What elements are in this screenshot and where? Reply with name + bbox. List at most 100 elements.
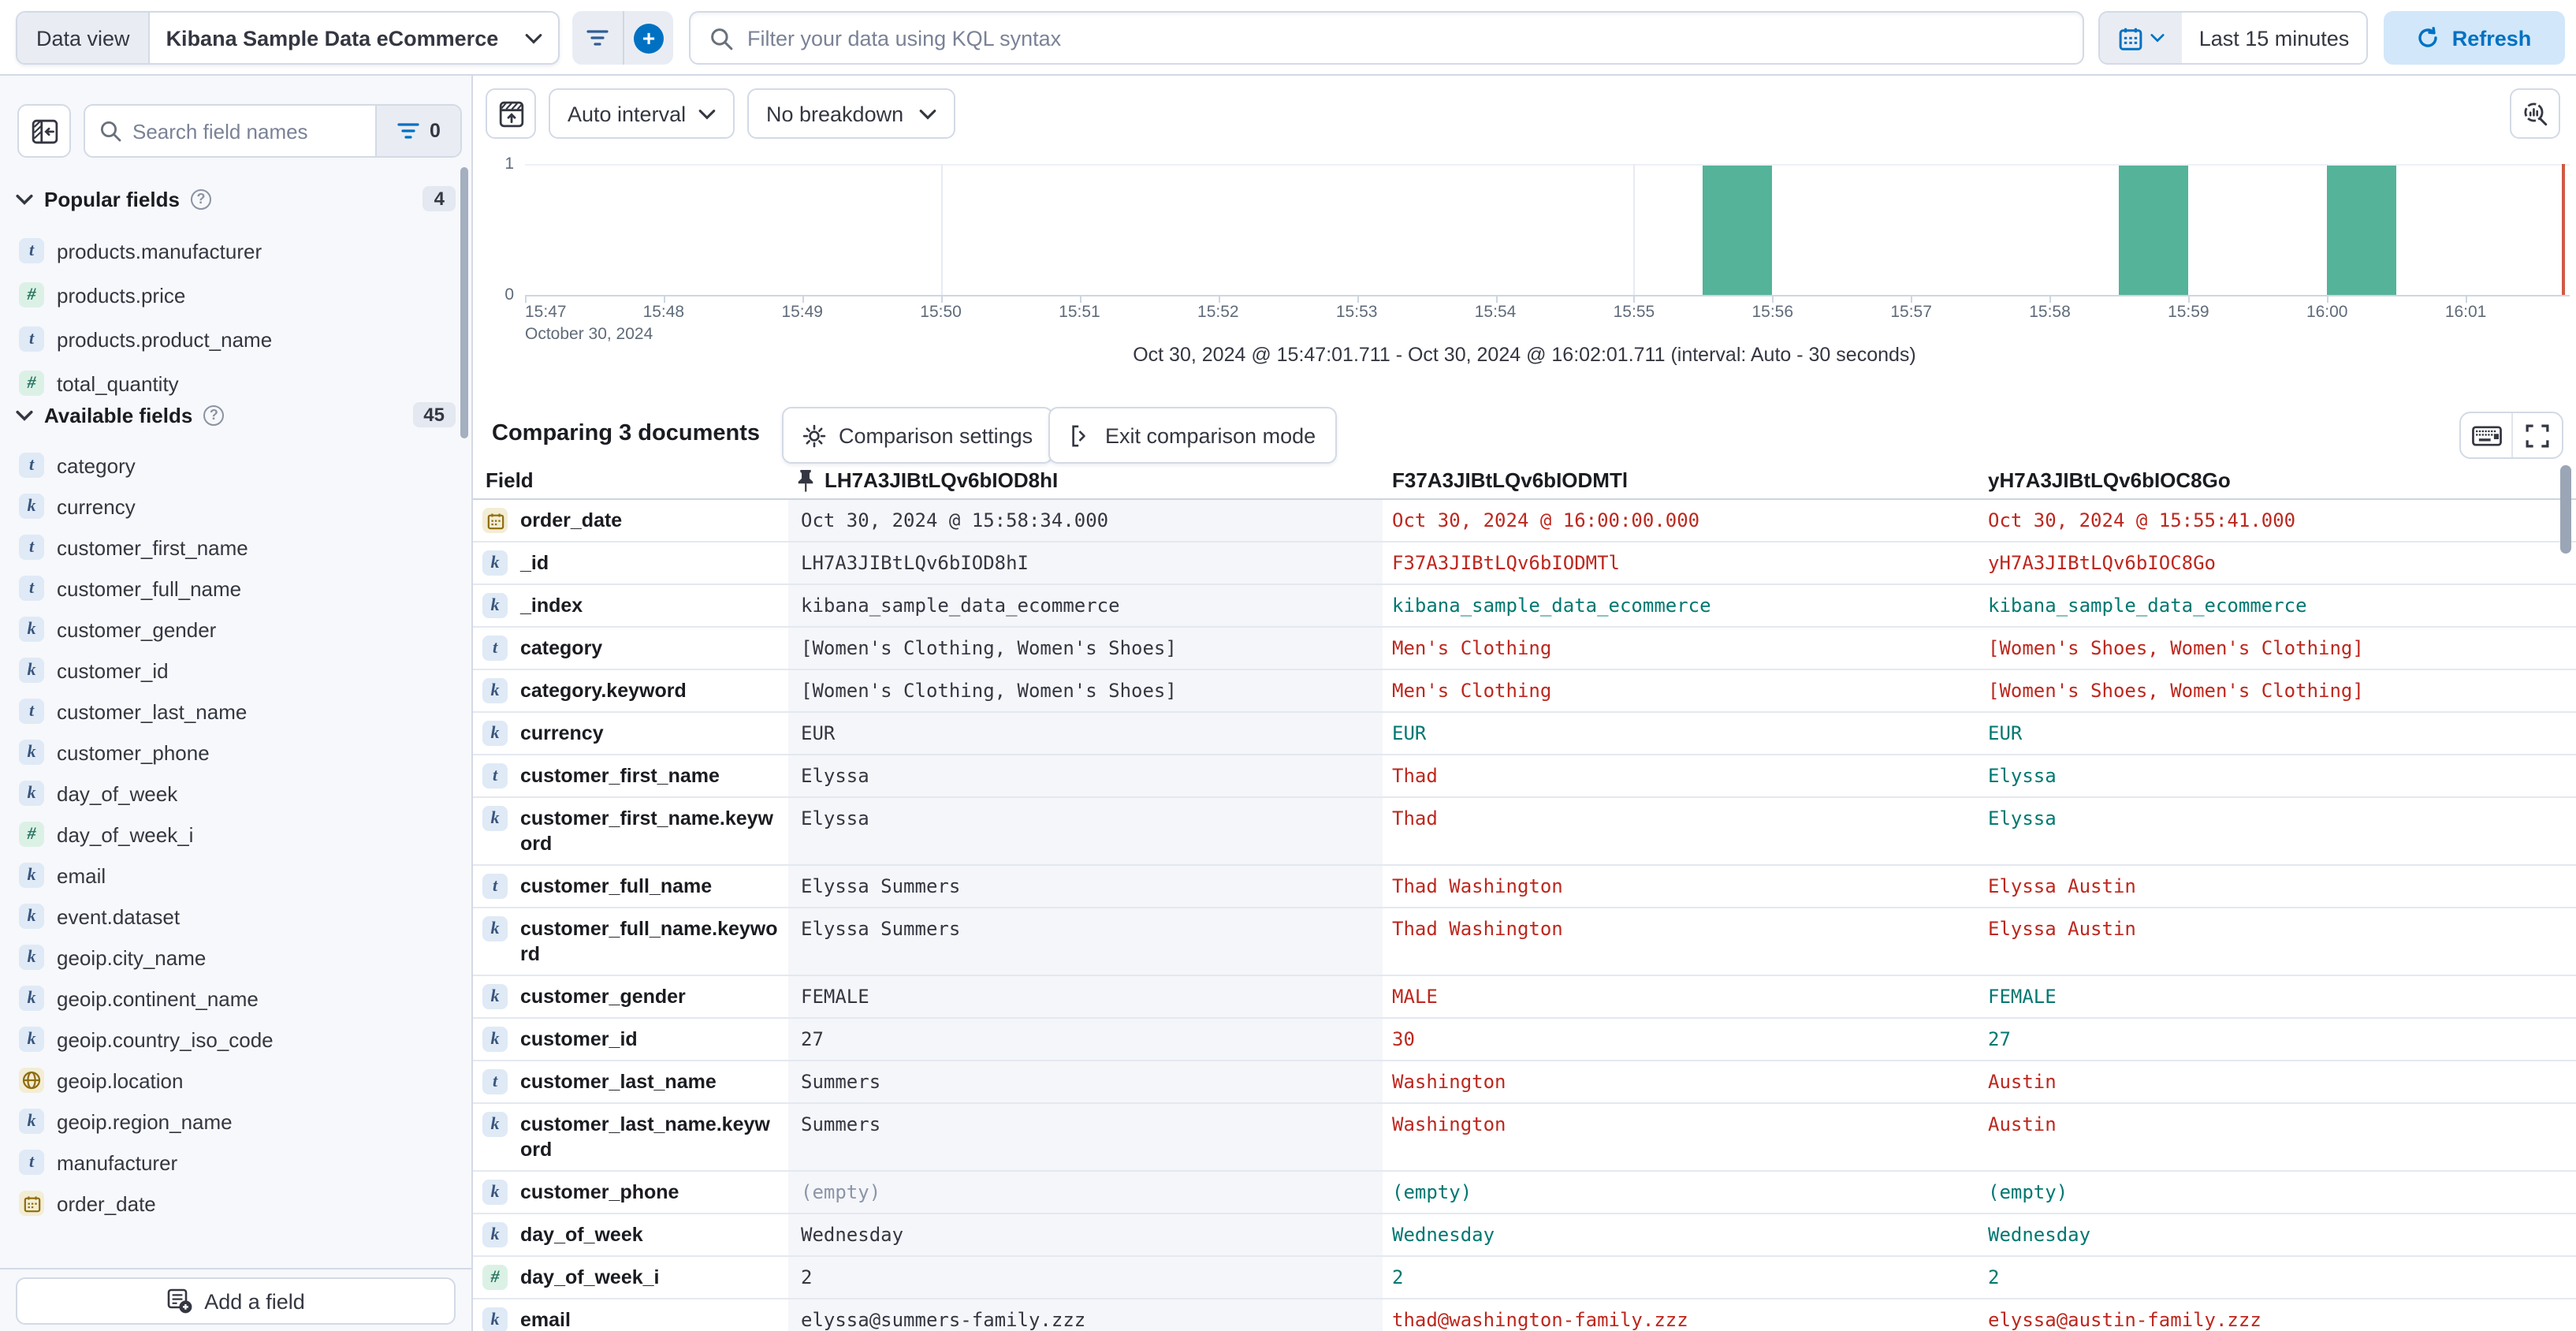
available-fields-header[interactable]: Available fields ? 45 bbox=[16, 399, 456, 431]
fullscreen-button[interactable] bbox=[2511, 413, 2562, 457]
value-cell: EUR bbox=[1392, 722, 1427, 744]
lens-magnifier-icon bbox=[2523, 102, 2547, 125]
field-filter-button[interactable]: 0 bbox=[375, 106, 460, 156]
sidebar-field-geoip.region_name[interactable]: k geoip.region_name bbox=[0, 1101, 465, 1142]
sidebar-field-customer_phone[interactable]: k customer_phone bbox=[0, 732, 465, 773]
pinned-document-header[interactable]: LH7A3JIBtLQv6bIOD8hI bbox=[788, 468, 1383, 492]
sidebar-field-geoip.country_iso_code[interactable]: k geoip.country_iso_code bbox=[0, 1019, 465, 1060]
time-range-value[interactable]: Last 15 minutes bbox=[2198, 26, 2350, 50]
sidebar-field-geoip.city_name[interactable]: k geoip.city_name bbox=[0, 937, 465, 978]
kql-query-input[interactable] bbox=[747, 26, 2064, 50]
breakdown-dropdown[interactable]: No breakdown bbox=[747, 88, 955, 139]
chevron-down-icon bbox=[525, 33, 542, 43]
sidebar-field-customer_full_name[interactable]: t customer_full_name bbox=[0, 568, 465, 609]
add-filter-button[interactable]: + bbox=[623, 11, 673, 65]
documents-histogram bbox=[525, 164, 2570, 303]
field-name: category bbox=[57, 453, 136, 477]
keyword-field-icon: k bbox=[482, 984, 508, 1009]
histogram-bar-15:58:30[interactable] bbox=[2119, 166, 2189, 295]
sidebar-field-category[interactable]: t category bbox=[0, 445, 465, 486]
keyword-field-icon: k bbox=[482, 1307, 508, 1331]
table-scrollbar[interactable] bbox=[2560, 465, 2571, 554]
sidebar-field-customer_last_name[interactable]: t customer_last_name bbox=[0, 691, 465, 732]
fields-sidebar: 0 Popular fields ? 4 t products.manufact… bbox=[0, 76, 473, 1331]
x-tick-label: 15:55 bbox=[1613, 303, 1655, 322]
sidebar-field-products.manufacturer[interactable]: t products.manufacturer bbox=[0, 229, 465, 273]
field-name: customer_last_name.keyword bbox=[520, 1113, 770, 1161]
sidebar-scrollbar[interactable] bbox=[460, 167, 468, 438]
chevron-down-icon bbox=[16, 409, 33, 420]
add-field-button[interactable]: Add a field bbox=[16, 1277, 456, 1325]
data-view-selected[interactable]: Kibana Sample Data eCommerce bbox=[151, 13, 558, 63]
table-row-day_of_week_i: # day_of_week_i 2 2 2 bbox=[473, 1257, 2576, 1299]
keyword-field-icon: k bbox=[19, 617, 44, 642]
table-row-category: t category [Women's Clothing, Women's Sh… bbox=[473, 628, 2576, 670]
document-header[interactable]: F37A3JIBtLQv6bIODMTl bbox=[1383, 468, 1979, 492]
field-name: customer_full_name.keyword bbox=[520, 918, 778, 965]
comparison-table: Field LH7A3JIBtLQv6bIOD8hI F37A3JIBtLQv6… bbox=[473, 462, 2576, 1331]
sidebar-field-customer_id[interactable]: k customer_id bbox=[0, 650, 465, 691]
sidebar-field-products.product_name[interactable]: t products.product_name bbox=[0, 317, 465, 361]
field-name: customer_last_name bbox=[520, 1071, 717, 1093]
popular-fields-header[interactable]: Popular fields ? 4 bbox=[16, 183, 456, 214]
data-view-name: Kibana Sample Data eCommerce bbox=[166, 26, 499, 50]
field-name: customer_phone bbox=[57, 740, 210, 764]
filter-icon bbox=[396, 123, 419, 139]
sidebar-field-day_of_week_i[interactable]: # day_of_week_i bbox=[0, 814, 465, 855]
keyword-field-icon: k bbox=[19, 863, 44, 888]
chart-collapse-icon bbox=[498, 100, 523, 127]
sidebar-field-total_quantity[interactable]: # total_quantity bbox=[0, 361, 465, 405]
x-tick-mark bbox=[2188, 296, 2191, 303]
refresh-button[interactable]: Refresh bbox=[2384, 11, 2565, 65]
table-row-customer_full_name.keyword: k customer_full_name.keyword Elyssa Summ… bbox=[473, 908, 2576, 976]
saved-query-filter-button[interactable] bbox=[572, 11, 623, 65]
sidebar-field-customer_gender[interactable]: k customer_gender bbox=[0, 609, 465, 650]
x-tick-label: 16:01 bbox=[2444, 303, 2487, 322]
data-view-picker[interactable]: Data view Kibana Sample Data eCommerce bbox=[16, 11, 560, 65]
histogram-bar-16:00:00[interactable] bbox=[2327, 166, 2397, 295]
sidebar-field-currency[interactable]: k currency bbox=[0, 486, 465, 527]
explore-in-lens-button[interactable] bbox=[2510, 88, 2560, 139]
field-cell: k email bbox=[473, 1299, 788, 1331]
table-row-customer_first_name: t customer_first_name Elyssa Thad Elyssa bbox=[473, 755, 2576, 798]
interval-dropdown[interactable]: Auto interval bbox=[549, 88, 735, 139]
keyboard-shortcuts-button[interactable] bbox=[2461, 413, 2511, 457]
exit-comparison-button[interactable]: Exit comparison mode bbox=[1048, 407, 1337, 464]
sidebar-field-email[interactable]: k email bbox=[0, 855, 465, 896]
keyword-field-icon: k bbox=[19, 1027, 44, 1052]
sidebar-field-event.dataset[interactable]: k event.dataset bbox=[0, 896, 465, 937]
sidebar-field-geoip.location[interactable]: geoip.location bbox=[0, 1060, 465, 1101]
table-row-customer_gender: k customer_gender FEMALE MALE FEMALE bbox=[473, 976, 2576, 1019]
collapse-sidebar-button[interactable] bbox=[17, 104, 71, 158]
field-search-input[interactable] bbox=[121, 119, 375, 143]
field-search-box[interactable]: 0 bbox=[84, 104, 462, 158]
sidebar-field-manufacturer[interactable]: t manufacturer bbox=[0, 1142, 465, 1183]
value-cell: (empty) bbox=[1988, 1181, 2068, 1203]
date-picker-calendar-button[interactable] bbox=[2100, 13, 2182, 63]
pinned-value-cell: [Women's Clothing, Women's Shoes] bbox=[788, 628, 1383, 669]
hide-chart-button[interactable] bbox=[486, 88, 536, 139]
calendar-icon bbox=[2118, 27, 2142, 50]
kql-search-bar[interactable] bbox=[689, 11, 2084, 65]
x-tick-label: 15:56 bbox=[1751, 303, 1794, 322]
document-header[interactable]: yH7A3JIBtLQv6bIOC8Go bbox=[1979, 468, 2576, 492]
histogram-bar-15:55:30[interactable] bbox=[1703, 166, 1773, 295]
comparison-title: Comparing 3 documents bbox=[492, 421, 760, 446]
sidebar-field-day_of_week[interactable]: k day_of_week bbox=[0, 773, 465, 814]
table-row-customer_id: k customer_id 27 30 27 bbox=[473, 1019, 2576, 1061]
sidebar-field-products.price[interactable]: # products.price bbox=[0, 273, 465, 317]
field-name: products.price bbox=[57, 283, 186, 307]
number-field-icon: # bbox=[19, 282, 44, 308]
field-filter-count: 0 bbox=[430, 120, 441, 142]
sidebar-field-customer_first_name[interactable]: t customer_first_name bbox=[0, 527, 465, 568]
comparison-settings-button[interactable]: Comparison settings bbox=[782, 407, 1054, 464]
keyword-field-icon: k bbox=[19, 945, 44, 970]
pinned-value-cell: Oct 30, 2024 @ 15:58:34.000 bbox=[788, 500, 1383, 541]
field-name: email bbox=[520, 1309, 571, 1331]
sidebar-field-geoip.continent_name[interactable]: k geoip.continent_name bbox=[0, 978, 465, 1019]
sidebar-field-order_date[interactable]: order_date bbox=[0, 1183, 465, 1224]
x-tick-label: 15:57 bbox=[1890, 303, 1932, 322]
field-cell: k day_of_week bbox=[473, 1214, 788, 1255]
x-tick-mark bbox=[1218, 296, 1220, 303]
